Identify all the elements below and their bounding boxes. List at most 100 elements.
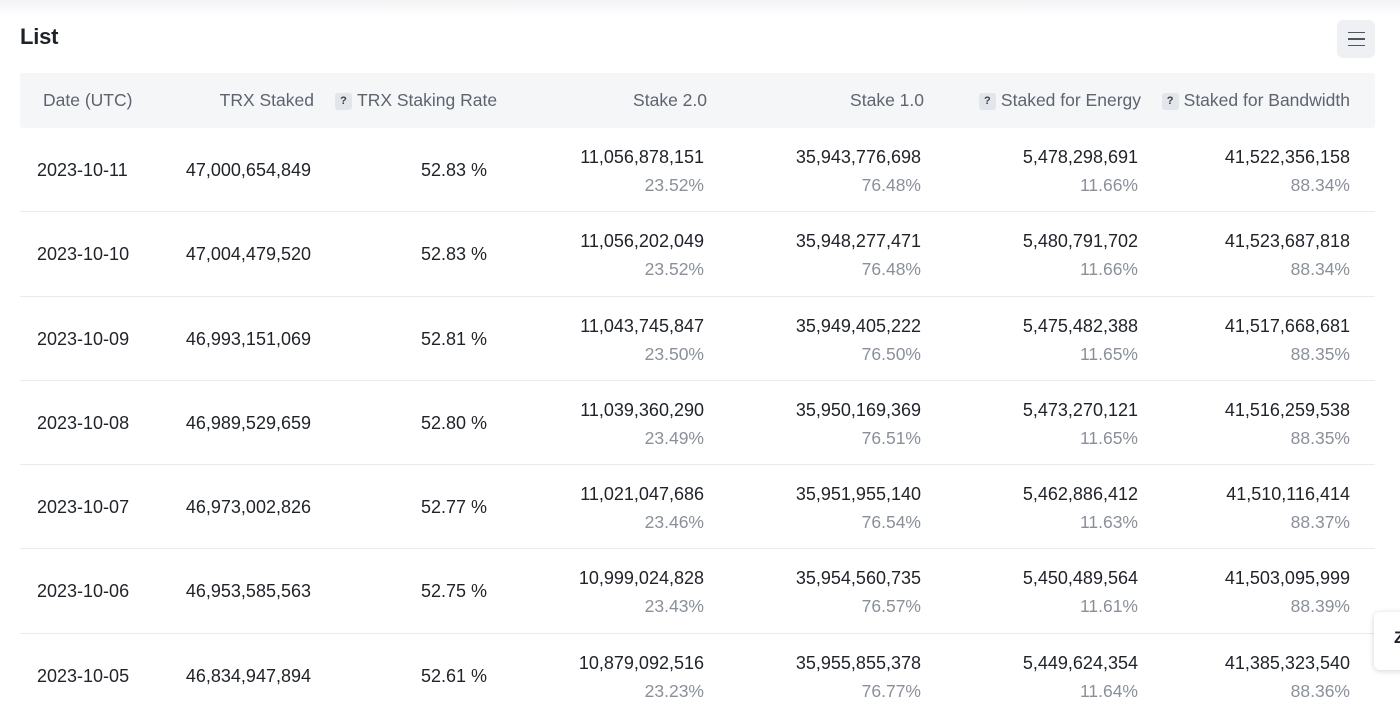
cell-bandwidth-value: 41,510,116,414 [1226,484,1350,505]
cell-stake-1-percent: 76.57% [861,596,921,617]
cell-energy-percent: 11.65% [1079,343,1138,364]
table-row: 2023-10-07 46,973,002,826 52.77 % 11,021… [20,465,1375,550]
cell-bandwidth-percent: 88.35% [1290,427,1350,448]
page-title: List [20,24,59,49]
cell-trx-staked: 46,993,151,069 [185,328,311,349]
cell-stake-2-percent: 23.49% [644,427,704,448]
cell-energy-percent: 11.63% [1079,512,1138,533]
cell-stake-1-value: 35,943,776,698 [795,147,921,167]
cell-stake-2-percent: 23.52% [644,259,704,280]
table-body: 2023-10-11 47,000,654,849 52.83 % 11,056… [20,128,1375,716]
cell-stake-1-percent: 76.50% [861,343,921,364]
cell-trx-staked: 46,973,002,826 [185,497,311,518]
cell-energy-percent: 11.66% [1079,259,1138,280]
cell-trx-staked: 47,000,654,849 [185,160,311,180]
cell-bandwidth-percent: 88.35% [1290,343,1350,364]
help-icon[interactable]: ? [1161,93,1179,110]
cell-date: 2023-10-08 [37,412,130,433]
column-header-date[interactable]: Date (UTC) [43,73,132,128]
cell-energy-value: 5,449,624,354 [1022,652,1138,673]
cell-stake-1-percent: 76.77% [861,680,921,701]
cell-stake-1-percent: 76.48% [861,175,921,195]
cell-stake-1-value: 35,955,855,378 [795,652,921,673]
cell-bandwidth-value: 41,517,668,681 [1224,315,1350,336]
cell-trx-staked: 47,004,479,520 [185,244,311,265]
column-header-label: TRX Staked [219,90,314,110]
cell-bandwidth-percent: 88.34% [1290,259,1350,280]
cell-stake-2-value: 11,056,202,049 [580,231,704,252]
cell-date: 2023-10-05 [37,665,130,686]
column-header-label: TRX Staking Rate [357,90,498,110]
cell-stake-1-percent: 76.51% [861,427,921,448]
cell-energy-percent: 11.66% [1079,175,1138,195]
cell-stake-2-percent: 23.43% [644,596,704,617]
cell-stake-2-percent: 23.50% [644,343,704,364]
cell-stake-2-value: 11,056,878,151 [580,147,704,167]
side-float-tab[interactable]: Z [1374,612,1400,670]
cell-stake-1-value: 35,954,560,735 [795,568,921,589]
column-header-stake-2[interactable]: Stake 2.0 [633,73,707,128]
cell-bandwidth-value: 41,385,323,540 [1224,652,1350,673]
help-icon[interactable]: ? [335,93,352,110]
column-header-label: Stake 1.0 [850,90,924,110]
cell-stake-1-value: 35,948,277,471 [795,231,921,252]
table-row: 2023-10-05 46,834,947,894 52.61 % 10,879… [20,634,1375,716]
column-header-label: Staked for Energy [1000,90,1141,110]
column-header-label: Date (UTC) [43,90,133,110]
table-row: 2023-10-11 47,000,654,849 52.83 % 11,056… [20,128,1375,213]
table-header: Date (UTC) TRX Staked ? TRX Staking Rate … [20,73,1375,128]
hamburger-menu-button[interactable] [1337,20,1375,58]
cell-date: 2023-10-06 [37,581,130,602]
cell-energy-value: 5,478,298,691 [1022,147,1138,167]
hamburger-menu-icon [1347,38,1365,40]
cell-stake-1-value: 35,949,405,222 [795,315,921,336]
column-header-staked-energy[interactable]: ? Staked for Energy [978,73,1141,128]
cell-staking-rate: 52.81 % [420,328,487,349]
cell-date: 2023-10-09 [37,328,130,349]
cell-stake-2-value: 11,039,360,290 [580,399,704,420]
cell-stake-2-value: 11,021,047,686 [580,484,704,505]
cell-staking-rate: 52.75 % [420,581,487,602]
cell-energy-percent: 11.61% [1079,596,1138,617]
cell-bandwidth-percent: 88.37% [1290,512,1350,533]
cell-bandwidth-value: 41,516,259,538 [1224,399,1350,420]
cell-date: 2023-10-10 [37,244,130,265]
cell-date: 2023-10-07 [37,497,130,518]
column-header-trx-staked[interactable]: TRX Staked [220,73,314,128]
cell-energy-percent: 11.64% [1079,680,1138,701]
cell-energy-value: 5,462,886,412 [1022,484,1138,505]
table-row: 2023-10-10 47,004,479,520 52.83 % 11,056… [20,212,1375,297]
column-header-label: Staked for Bandwidth [1183,90,1350,110]
cell-date: 2023-10-11 [37,160,128,180]
cell-bandwidth-value: 41,503,095,999 [1224,568,1350,589]
cell-stake-2-percent: 23.23% [644,680,704,701]
help-icon[interactable]: ? [978,93,996,110]
cell-stake-1-value: 35,951,955,140 [795,484,921,505]
cell-stake-1-percent: 76.54% [861,512,921,533]
top-shadow [0,0,1400,16]
cell-stake-2-percent: 23.52% [644,175,704,195]
cell-bandwidth-percent: 88.36% [1290,680,1350,701]
cell-bandwidth-percent: 88.34% [1290,175,1350,195]
column-header-staking-rate[interactable]: ? TRX Staking Rate [335,73,497,128]
cell-energy-value: 5,475,482,388 [1022,315,1138,336]
cell-bandwidth-percent: 88.39% [1290,596,1350,617]
cell-stake-1-value: 35,950,169,369 [795,399,921,420]
column-header-staked-bandwidth[interactable]: ? Staked for Bandwidth [1161,73,1350,128]
cell-bandwidth-value: 41,522,356,158 [1224,147,1350,167]
column-header-stake-1[interactable]: Stake 1.0 [850,73,924,128]
hamburger-menu-icon [1347,44,1365,47]
side-tab-label: Z [1394,628,1400,647]
staking-table: Date (UTC) TRX Staked ? TRX Staking Rate … [20,73,1375,716]
cell-energy-value: 5,473,270,121 [1022,399,1138,420]
cell-trx-staked: 46,953,585,563 [185,581,311,602]
table-row: 2023-10-08 46,989,529,659 52.80 % 11,039… [20,381,1375,466]
table-row: 2023-10-06 46,953,585,563 52.75 % 10,999… [20,549,1375,634]
cell-staking-rate: 52.61 % [420,665,487,686]
cell-stake-1-percent: 76.48% [861,259,921,280]
cell-energy-value: 5,480,791,702 [1022,231,1138,252]
cell-staking-rate: 52.80 % [420,412,487,433]
cell-stake-2-value: 10,999,024,828 [578,568,704,589]
cell-stake-2-value: 11,043,745,847 [580,315,704,336]
